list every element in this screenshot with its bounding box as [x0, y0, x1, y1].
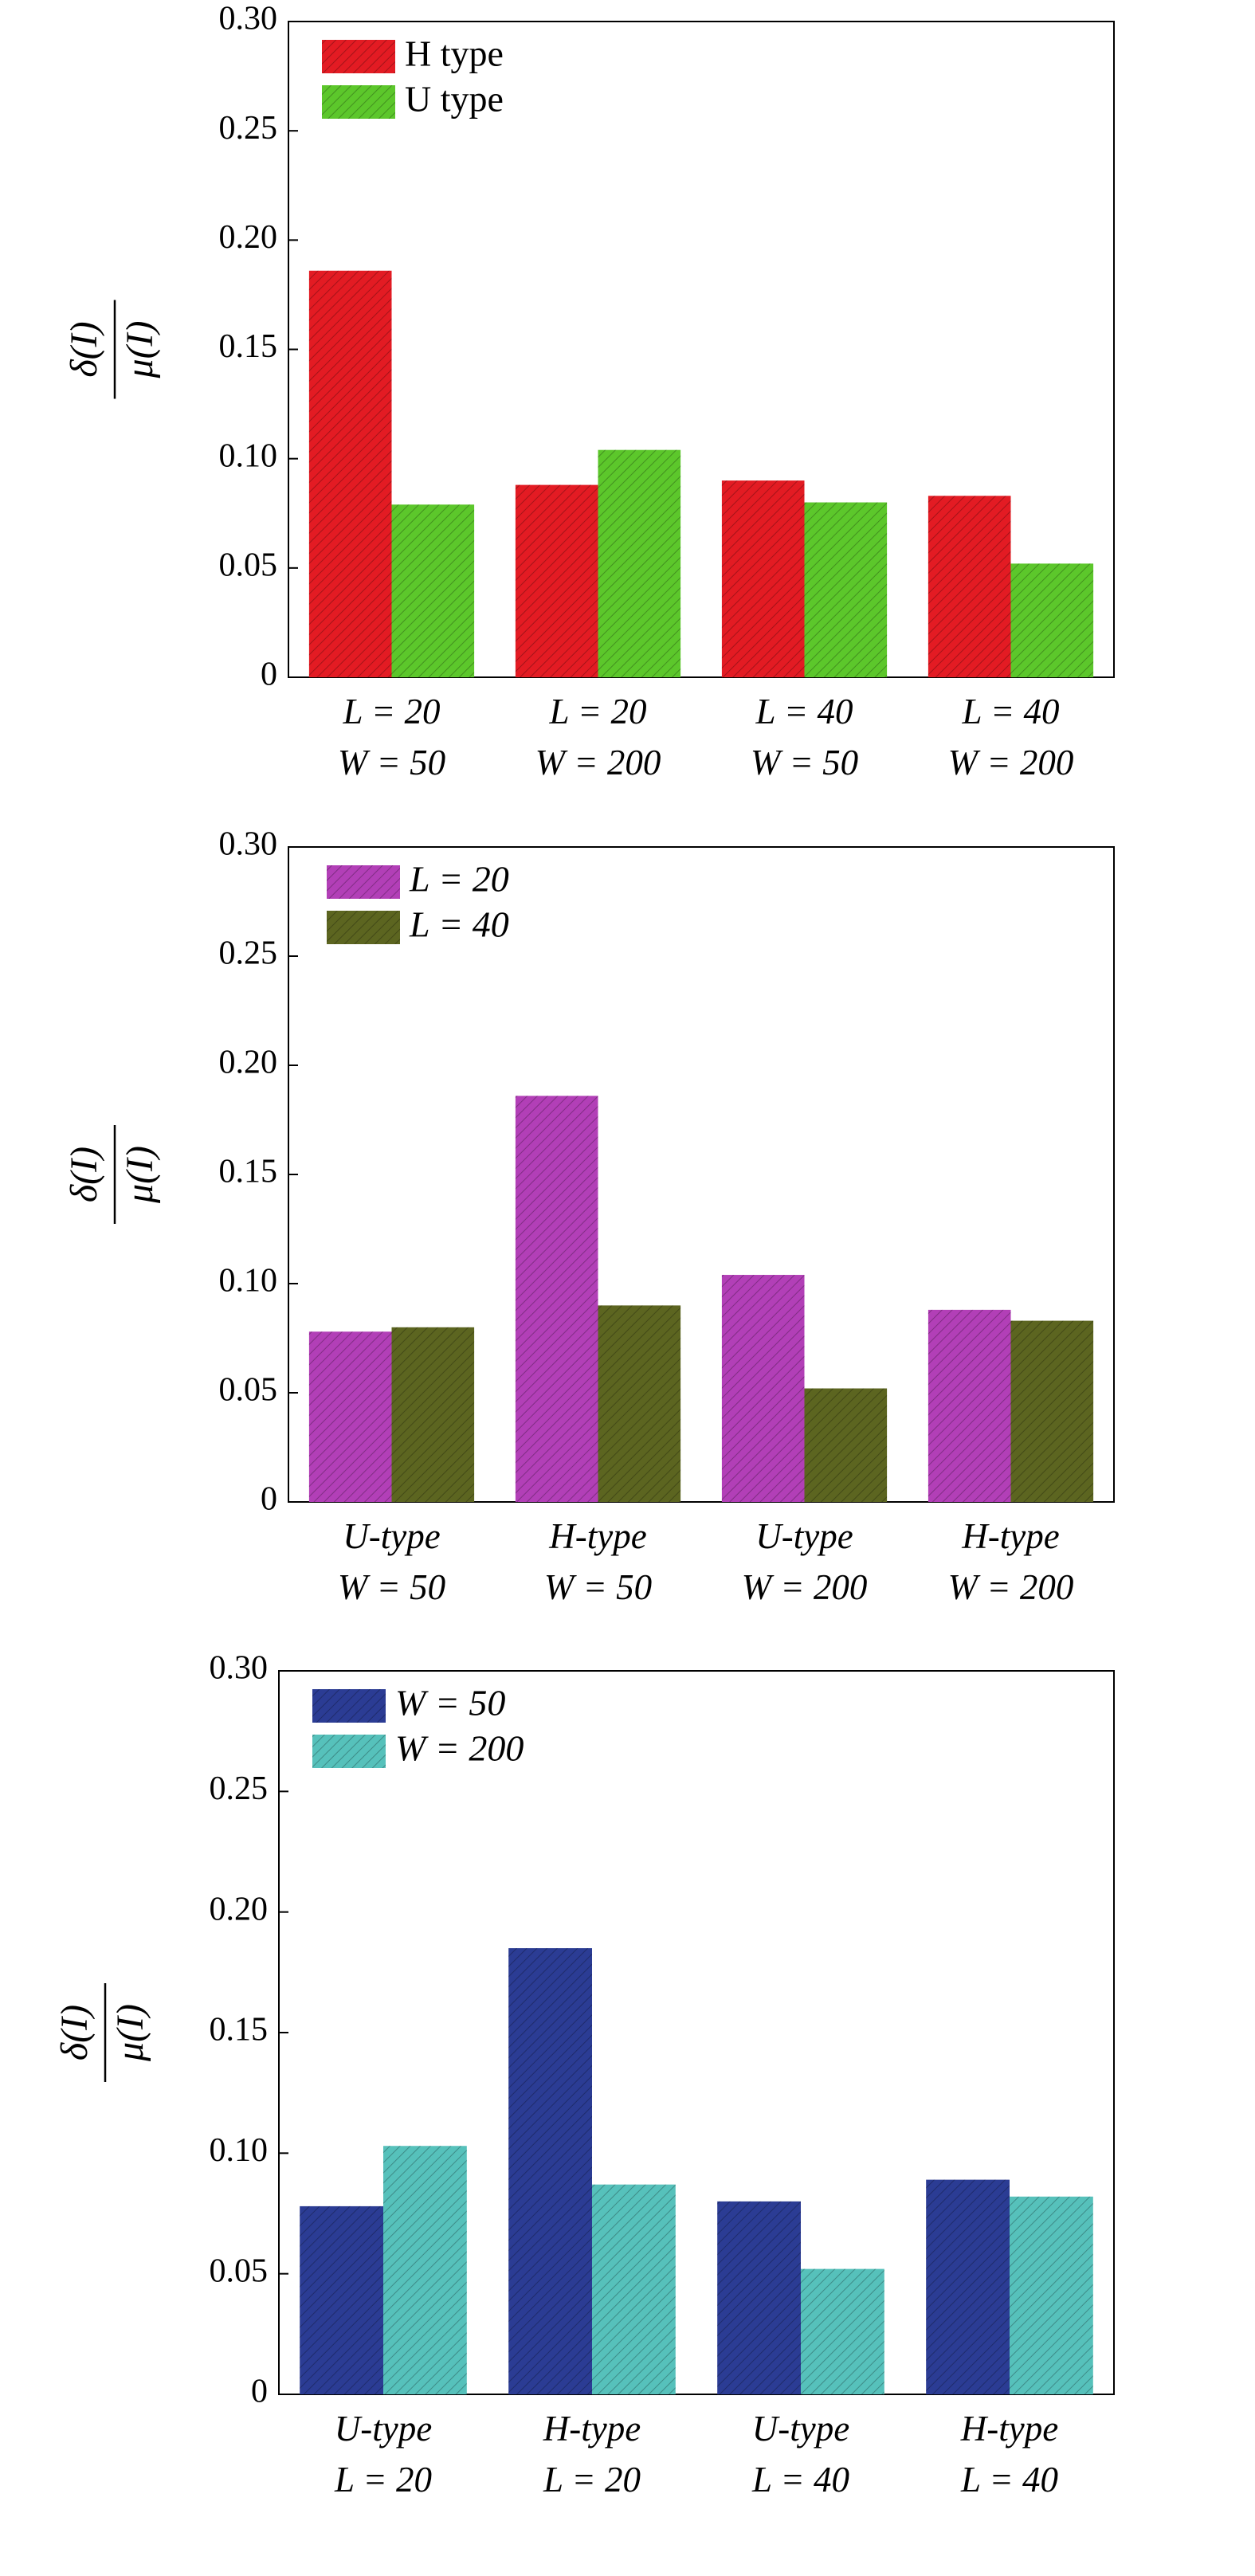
bar-hatch: [1010, 563, 1094, 677]
bar-hatch: [300, 2205, 383, 2394]
x-tick-label: U-type: [343, 1516, 440, 1556]
legend-label: U type: [405, 79, 504, 120]
x-tick-label: W = 200: [742, 1567, 868, 1607]
chart-panel-2: 0 0.05 0.10 0.15 0.20 0.25 0.30 δ(I) μ(I) U-type W…: [63, 826, 1115, 1607]
x-tick-label: U-type: [752, 2409, 849, 2449]
y-tick-label: 0.10: [210, 2132, 269, 2169]
bar-hatch: [308, 1331, 392, 1502]
legend-swatch-hatch: [312, 1689, 386, 1723]
y-tick-label: 0.10: [219, 1263, 278, 1300]
y-axis-label: δ(I) μ(I): [63, 1125, 161, 1224]
x-tick-label: L = 20: [548, 692, 646, 731]
bar-hatch: [1010, 2196, 1093, 2394]
x-tick-label: U-type: [755, 1516, 853, 1556]
bar-hatch: [721, 1275, 805, 1502]
bar-hatch: [515, 484, 598, 677]
legend-label: W = 200: [395, 1728, 524, 1769]
x-tick-label: H-type: [543, 2409, 641, 2449]
x-tick-label: W = 50: [338, 743, 445, 782]
y-tick-label: 0.05: [219, 1372, 278, 1409]
y-tick-label: 0.15: [210, 2012, 269, 2049]
y-axis-label: δ(I) μ(I): [63, 300, 161, 399]
x-tick-label: U-type: [335, 2409, 432, 2449]
bar-hatch: [508, 1948, 592, 2394]
legend-label: H type: [405, 33, 504, 74]
bar-hatch: [391, 504, 475, 677]
bar-hatch: [383, 2146, 467, 2394]
x-tick-label: H-type: [961, 1516, 1059, 1556]
x-tick-label: H-type: [548, 1516, 646, 1556]
x-tick-label: W = 50: [751, 743, 858, 782]
x-tick-label: W = 200: [535, 743, 661, 782]
bar-hatch: [598, 1305, 681, 1502]
y-tick-label: 0.15: [219, 328, 278, 365]
x-tick-label: L = 40: [751, 2460, 849, 2500]
bar-hatch: [721, 480, 805, 677]
bar-hatch: [928, 496, 1011, 677]
x-tick-label: W = 200: [948, 743, 1074, 782]
legend-label: L = 40: [409, 904, 509, 945]
y-tick-label: 0.05: [210, 2253, 269, 2289]
y-axis-label: δ(I) μ(I): [53, 1983, 151, 2082]
bar-hatch: [928, 1309, 1011, 1502]
y-tick-label: 0.30: [219, 826, 278, 863]
legend-swatch-hatch: [327, 911, 400, 944]
bar-hatch: [717, 2201, 801, 2394]
x-tick-label: L = 40: [960, 2460, 1058, 2500]
bar-hatch: [598, 449, 681, 677]
y-axis-label-denominator: μ(I): [119, 1146, 161, 1204]
x-tick-label: L = 20: [334, 2460, 432, 2500]
y-axis-label-numerator: δ(I): [53, 2005, 96, 2060]
x-tick-label: W = 50: [544, 1567, 652, 1607]
y-tick-label: 0.30: [210, 1650, 269, 1687]
chart-panel-1: 0 0.05 0.10 0.15 0.20 0.25 0.30 δ(I) μ(I) L = 20 W…: [63, 1, 1115, 782]
bar-hatch: [804, 502, 888, 677]
x-tick-label: W = 200: [948, 1567, 1074, 1607]
y-tick-label: 0.25: [219, 935, 278, 972]
y-tick-label: 0.20: [210, 1891, 269, 1927]
bar-hatch: [391, 1327, 475, 1502]
legend-swatch-hatch: [327, 865, 400, 899]
y-tick-label: 0.30: [219, 1, 278, 37]
legend-label: L = 20: [409, 859, 509, 900]
legend-swatch-hatch: [322, 40, 395, 73]
legend-swatch-hatch: [312, 1735, 386, 1768]
bar-hatch: [804, 1388, 888, 1502]
x-tick-label: L = 20: [342, 692, 440, 731]
chart-panel-3: 0 0.05 0.10 0.15 0.20 0.25 0.30 δ(I) μ(I) U-type L…: [53, 1650, 1115, 2500]
x-tick-label: L = 20: [543, 2460, 641, 2500]
y-tick-label: 0.25: [219, 110, 278, 147]
bar-hatch: [801, 2268, 884, 2394]
x-tick-label: L = 40: [755, 692, 853, 731]
y-tick-label: 0: [251, 2374, 268, 2410]
y-axis-label-denominator: μ(I): [119, 320, 161, 378]
bar-hatch: [515, 1096, 598, 1502]
legend-label: W = 50: [395, 1683, 505, 1723]
x-tick-label: W = 50: [338, 1567, 445, 1607]
y-tick-label: 0.15: [219, 1154, 278, 1190]
x-tick-label: L = 40: [961, 692, 1059, 731]
y-tick-label: 0: [261, 1481, 277, 1518]
y-tick-label: 0.20: [219, 219, 278, 256]
y-tick-label: 0: [261, 657, 277, 693]
y-axis-label-numerator: δ(I): [63, 1147, 105, 1202]
y-tick-label: 0.25: [210, 1770, 269, 1807]
y-axis-label-denominator: μ(I): [109, 2004, 151, 2062]
bar-hatch: [926, 2179, 1010, 2394]
bar-hatch: [1010, 1320, 1094, 1502]
bar-hatch: [308, 270, 392, 677]
y-axis-label-numerator: δ(I): [63, 321, 105, 377]
y-tick-label: 0.20: [219, 1045, 278, 1081]
x-tick-label: H-type: [960, 2409, 1058, 2449]
legend-swatch-hatch: [322, 85, 395, 119]
y-tick-label: 0.05: [219, 547, 278, 583]
y-tick-label: 0.10: [219, 437, 278, 474]
bar-hatch: [592, 2184, 676, 2394]
